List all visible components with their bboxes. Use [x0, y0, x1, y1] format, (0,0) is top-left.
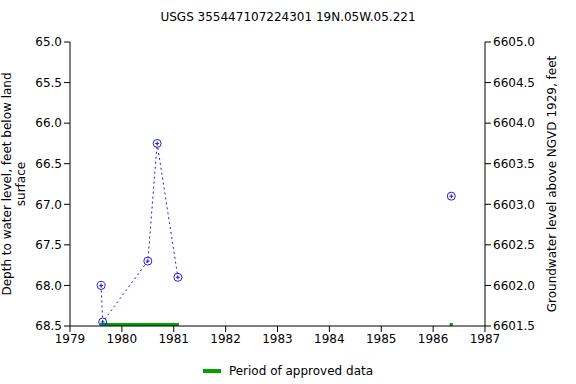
svg-text:1981: 1981 — [158, 332, 189, 346]
svg-text:6604.0: 6604.0 — [493, 116, 535, 130]
svg-text:6603.5: 6603.5 — [493, 157, 535, 171]
svg-text:1984: 1984 — [314, 332, 345, 346]
svg-text:1987: 1987 — [470, 332, 501, 346]
html-text:Period of approved data: Period of approved data — [228, 364, 374, 378]
svg-text:1983: 1983 — [262, 332, 293, 346]
svg-text:66.0: 66.0 — [35, 116, 62, 130]
svg-text:6604.5: 6604.5 — [493, 76, 535, 90]
svg-text:67.5: 67.5 — [35, 238, 62, 252]
svg-text:1979: 1979 — [55, 332, 86, 346]
svg-text:68.5: 68.5 — [35, 319, 62, 333]
svg-text:1982: 1982 — [210, 332, 241, 346]
svg-text:6602.5: 6602.5 — [493, 238, 535, 252]
svg-text:6605.0: 6605.0 — [493, 35, 535, 49]
svg-text:1986: 1986 — [418, 332, 449, 346]
html-text:Groundwater level above NGVD 1: Groundwater level above NGVD 1929, feet — [545, 55, 559, 313]
html-text:Depth to water level, feet bel: Depth to water level, feet below land su… — [0, 72, 28, 296]
svg-text:65.0: 65.0 — [35, 35, 62, 49]
svg-text:65.5: 65.5 — [35, 76, 62, 90]
svg-text:67.0: 67.0 — [35, 198, 62, 212]
svg-text:6602.0: 6602.0 — [493, 279, 535, 293]
svg-text:68.0: 68.0 — [35, 279, 62, 293]
html-text:USGS 355447107224301 19N.05W.0: USGS 355447107224301 19N.05W.05.221 — [160, 10, 416, 24]
svg-text:66.5: 66.5 — [35, 157, 62, 171]
svg-text:1985: 1985 — [366, 332, 397, 346]
svg-text:1980: 1980 — [107, 332, 138, 346]
svg-text:6603.0: 6603.0 — [493, 198, 535, 212]
svg-text:6601.5: 6601.5 — [493, 319, 535, 333]
